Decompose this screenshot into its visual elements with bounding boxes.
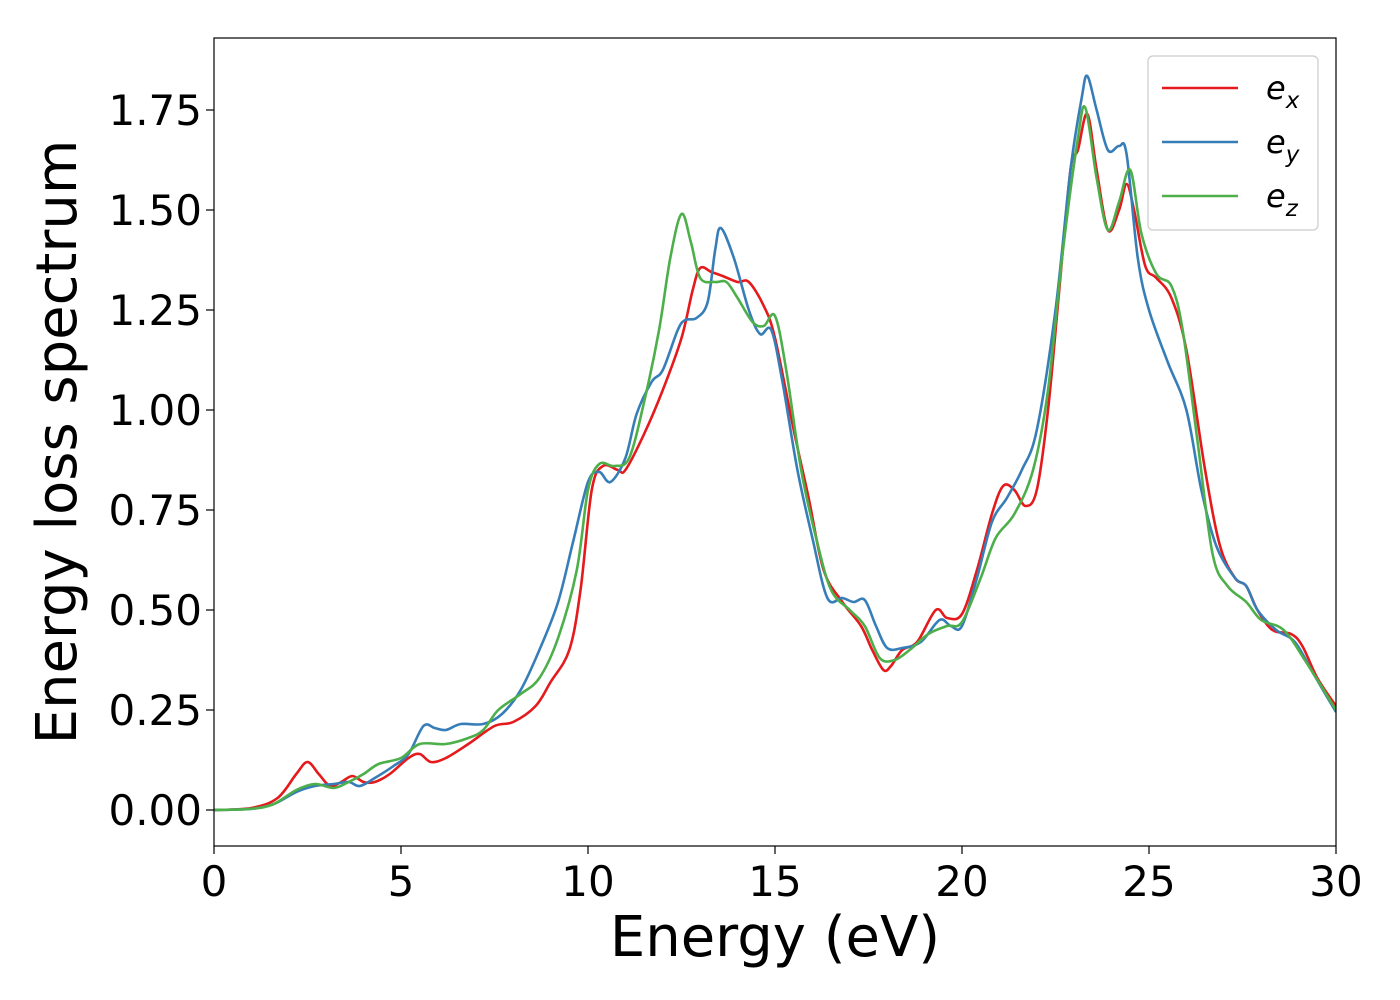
y-tick-label: 0.50 <box>108 586 202 635</box>
y-tick-label: 1.25 <box>108 286 202 335</box>
y-tick-label: 0.25 <box>108 686 202 735</box>
x-tick-label: 0 <box>201 857 228 906</box>
y-tick-label: 0.00 <box>108 786 202 835</box>
y-tick-label: 0.75 <box>108 486 202 535</box>
y-tick-label: 1.00 <box>108 386 202 435</box>
x-axis: 0 5 10 15 20 25 30 <box>201 846 1363 906</box>
x-tick-label: 30 <box>1309 857 1362 906</box>
x-tick-label: 20 <box>935 857 988 906</box>
series-line-y <box>214 74 1336 812</box>
x-axis-label: Energy (eV) <box>610 905 940 970</box>
series-line-z <box>214 105 1336 812</box>
x-tick-label: 25 <box>1122 857 1175 906</box>
x-tick-label: 5 <box>388 857 415 906</box>
y-tick-label: 1.50 <box>108 186 202 235</box>
x-tick-label: 10 <box>561 857 614 906</box>
y-axis: 0.00 0.25 0.50 0.75 1.00 1.25 1.50 1.75 <box>108 86 214 835</box>
series-layer <box>214 74 1336 812</box>
x-tick-label: 15 <box>748 857 801 906</box>
y-axis-label: Energy loss spectrum <box>25 140 90 745</box>
y-tick-label: 1.75 <box>108 86 202 135</box>
